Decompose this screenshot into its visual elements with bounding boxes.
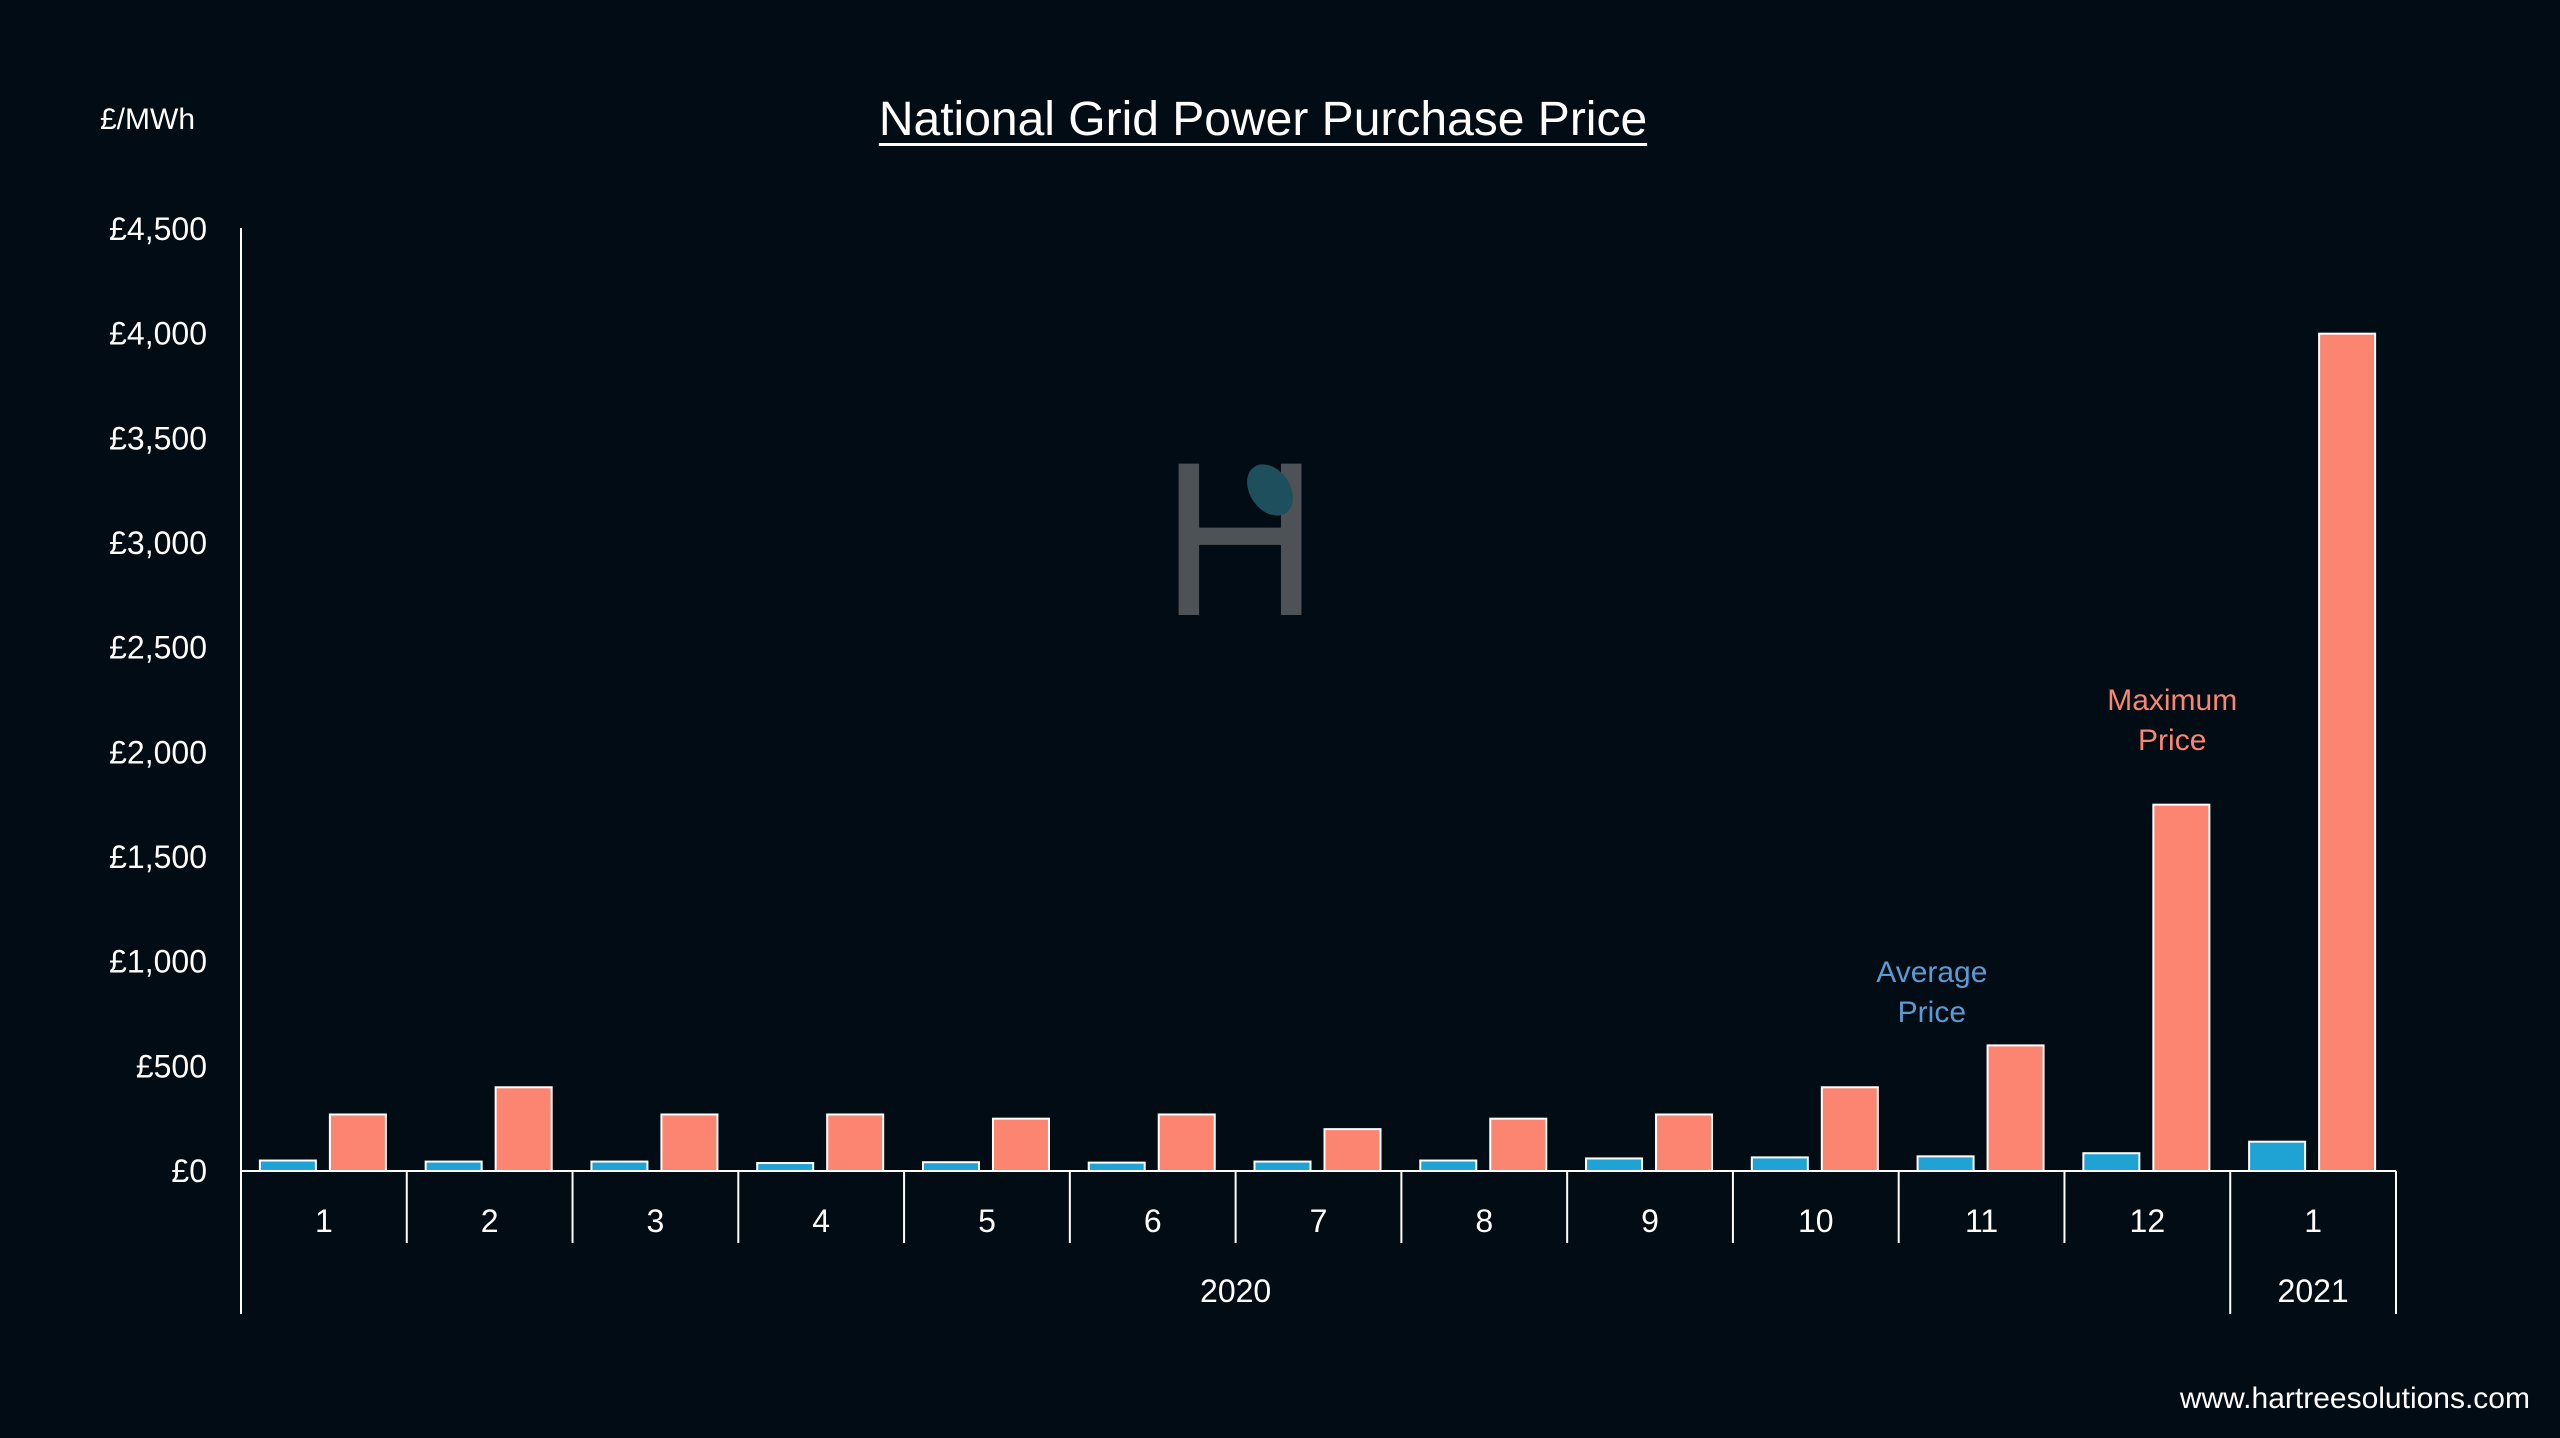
x-tick-label: 7 <box>1310 1203 1328 1239</box>
leaf-icon <box>1247 464 1293 516</box>
logo-letter-h: H <box>1161 416 1320 662</box>
y-tick-label: £4,500 <box>109 211 207 247</box>
x-group-label: 2021 <box>2278 1273 2349 1309</box>
average-price-bar <box>1419 1159 1478 1172</box>
maximum-price-bar <box>2152 803 2211 1173</box>
average-price-annotation: Average <box>1876 956 1987 989</box>
x-group-label: 2020 <box>1200 1273 1271 1309</box>
maximum-price-annotation: Price <box>2138 724 2206 757</box>
footer-website-url[interactable]: www.hartreesolutions.com <box>2179 1382 2530 1415</box>
y-tick-label: £500 <box>136 1048 207 1084</box>
x-tick-label: 1 <box>315 1203 333 1239</box>
maximum-price-bar <box>1986 1044 2045 1173</box>
x-tick-label: 5 <box>978 1203 996 1239</box>
x-tick-label: 10 <box>1798 1203 1834 1239</box>
maximum-price-bar <box>494 1086 553 1173</box>
maximum-price-bar <box>660 1113 719 1172</box>
maximum-price-bar <box>1820 1086 1879 1173</box>
maximum-price-bar <box>1655 1113 1714 1172</box>
maximum-price-annotation: Maximum <box>2107 684 2237 717</box>
average-price-bar <box>921 1161 980 1173</box>
y-tick-label: £3,000 <box>109 525 207 561</box>
y-tick-label: £4,000 <box>109 316 207 352</box>
x-tick-label: 11 <box>1965 1203 1998 1239</box>
average-price-bar <box>1585 1157 1644 1172</box>
y-tick-label: £1,000 <box>109 944 207 980</box>
maximum-price-bar <box>1157 1113 1216 1172</box>
x-tick-label: 3 <box>647 1203 665 1239</box>
maximum-price-bar <box>328 1113 387 1172</box>
x-tick-label: 12 <box>2130 1203 2166 1239</box>
y-axis-unit-label: £/MWh <box>100 103 196 136</box>
x-tick-label: 6 <box>1144 1203 1162 1239</box>
average-price-bar <box>2248 1140 2307 1173</box>
maximum-price-bar <box>991 1117 1050 1172</box>
average-price-bar <box>1253 1160 1312 1172</box>
x-tick-label: 2 <box>481 1203 499 1239</box>
maximum-price-bar <box>826 1113 885 1172</box>
maximum-price-bar <box>1323 1128 1382 1172</box>
average-price-bar <box>1750 1156 1809 1172</box>
maximum-price-bar <box>1489 1117 1548 1172</box>
maximum-price-bar <box>2318 332 2377 1172</box>
average-price-annotation: Price <box>1898 996 1966 1029</box>
average-price-bar <box>424 1160 483 1172</box>
x-tick-label: 4 <box>812 1203 830 1239</box>
average-price-bar <box>756 1162 815 1172</box>
average-price-bar <box>1087 1161 1146 1173</box>
y-tick-label: £1,500 <box>109 839 207 875</box>
chart-title: National Grid Power Purchase Price <box>878 93 1648 146</box>
y-tick-label: £3,500 <box>109 420 207 456</box>
average-price-bar <box>1916 1155 1975 1173</box>
average-price-bar <box>258 1159 317 1172</box>
x-tick-label: 9 <box>1641 1203 1659 1239</box>
x-tick-label: 8 <box>1475 1203 1493 1239</box>
y-tick-label: £0 <box>171 1153 207 1189</box>
x-tick-label: 1 <box>2304 1203 2322 1239</box>
average-price-bar <box>2082 1152 2141 1172</box>
y-tick-label: £2,000 <box>109 734 207 770</box>
average-price-bar <box>590 1160 649 1172</box>
y-tick-label: £2,500 <box>109 630 207 666</box>
